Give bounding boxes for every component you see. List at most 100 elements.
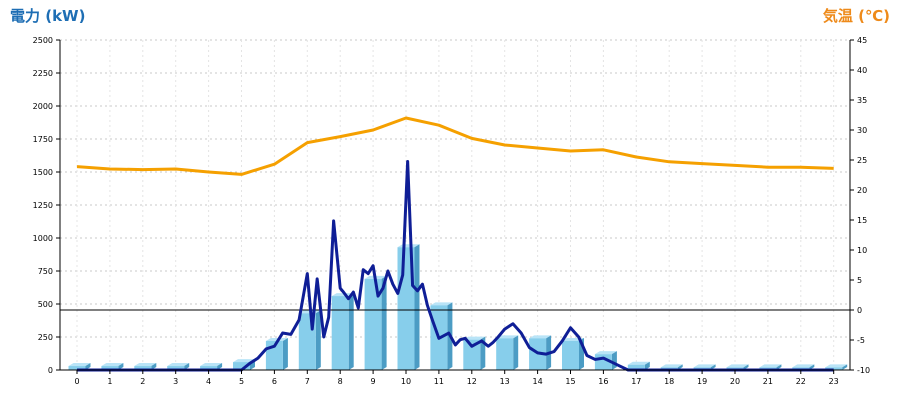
right-tick-label: 0 bbox=[857, 306, 862, 315]
power-bar-side bbox=[644, 361, 650, 370]
left-tick-label: 500 bbox=[38, 300, 53, 309]
power-bar bbox=[331, 293, 354, 370]
power-bar bbox=[364, 275, 387, 370]
power-bar-top bbox=[167, 363, 190, 367]
left-tick-label: 0 bbox=[48, 366, 53, 375]
power-bar bbox=[496, 335, 519, 370]
power-bar-top bbox=[233, 359, 255, 363]
power-bar-top bbox=[594, 351, 617, 355]
power-bar bbox=[68, 363, 91, 370]
left-axis-title: 電力 (kW) bbox=[10, 7, 85, 25]
power-bar-top bbox=[759, 364, 782, 368]
x-tick-label: 5 bbox=[239, 377, 244, 386]
x-tick-label: 7 bbox=[305, 377, 310, 386]
x-tick-label: 15 bbox=[565, 377, 575, 386]
grid-lines bbox=[60, 39, 850, 370]
power-bar-side bbox=[217, 363, 223, 370]
left-tick-label: 750 bbox=[38, 267, 53, 276]
axes: 02505007501000125015001750200022502500-1… bbox=[33, 36, 870, 386]
power-bar-top bbox=[792, 364, 815, 368]
power-bar-top bbox=[463, 336, 486, 340]
power-bar-top bbox=[660, 364, 683, 368]
power-bar-top bbox=[134, 363, 157, 367]
power-bar-side bbox=[85, 363, 91, 370]
power-bar-side bbox=[282, 337, 288, 370]
right-tick-label: -5 bbox=[857, 336, 865, 345]
x-tick-label: 12 bbox=[467, 377, 477, 386]
power-bar-top bbox=[627, 361, 650, 365]
left-tick-label: 2000 bbox=[33, 102, 53, 111]
power-bar-side bbox=[184, 363, 190, 370]
power-bar-top bbox=[200, 363, 223, 367]
power-bar-front bbox=[167, 366, 185, 370]
power-bar-side bbox=[611, 351, 617, 370]
x-tick-label: 4 bbox=[206, 377, 211, 386]
left-tick-label: 1500 bbox=[33, 168, 53, 177]
right-tick-label: 45 bbox=[857, 36, 867, 45]
power-bar-side bbox=[480, 336, 486, 370]
power-bar-side bbox=[381, 275, 387, 370]
power-bar-top bbox=[825, 364, 848, 368]
right-tick-label: 15 bbox=[857, 216, 867, 225]
power-bar-top bbox=[693, 364, 716, 368]
x-tick-label: 22 bbox=[796, 377, 806, 386]
power-line bbox=[77, 159, 834, 372]
x-tick-label: 9 bbox=[371, 377, 376, 386]
x-tick-label: 11 bbox=[434, 377, 444, 386]
power-bar bbox=[167, 363, 190, 370]
power-bar-front bbox=[331, 296, 349, 370]
power-bar-top bbox=[68, 363, 91, 367]
power-bar-front bbox=[233, 362, 250, 370]
power-bar-front bbox=[496, 338, 514, 370]
x-tick-label: 17 bbox=[631, 377, 641, 386]
right-tick-label: 5 bbox=[857, 276, 862, 285]
left-tick-label: 1000 bbox=[33, 234, 53, 243]
power-bar-front bbox=[200, 366, 218, 370]
series-lines bbox=[76, 116, 834, 372]
power-bars bbox=[68, 244, 848, 370]
power-bar bbox=[463, 336, 486, 370]
x-tick-label: 14 bbox=[533, 377, 543, 386]
power-bar-front bbox=[101, 366, 119, 370]
x-tick-label: 8 bbox=[338, 377, 343, 386]
power-bar-front bbox=[627, 364, 645, 370]
power-bar-side bbox=[513, 335, 519, 370]
power-bar-top bbox=[331, 293, 354, 297]
right-tick-label: 20 bbox=[857, 186, 867, 195]
power-bar-front bbox=[134, 366, 152, 370]
x-tick-label: 19 bbox=[697, 377, 707, 386]
power-bar-top bbox=[529, 335, 552, 339]
x-tick-label: 13 bbox=[500, 377, 510, 386]
x-tick-label: 16 bbox=[598, 377, 608, 386]
power-bar-top bbox=[430, 302, 453, 306]
right-tick-label: 35 bbox=[857, 96, 867, 105]
x-tick-label: 1 bbox=[107, 377, 112, 386]
left-tick-label: 2250 bbox=[33, 69, 53, 78]
right-tick-label: 25 bbox=[857, 156, 867, 165]
power-bar bbox=[200, 363, 223, 370]
x-tick-label: 21 bbox=[763, 377, 773, 386]
power-bar-top bbox=[496, 335, 519, 339]
x-tick-label: 23 bbox=[829, 377, 839, 386]
x-tick-label: 3 bbox=[173, 377, 178, 386]
power-bar-side bbox=[151, 363, 157, 370]
right-tick-label: 40 bbox=[857, 66, 867, 75]
power-bar-side bbox=[414, 244, 420, 370]
power-bar bbox=[101, 363, 124, 370]
right-tick-label: 10 bbox=[857, 246, 867, 255]
x-tick-label: 20 bbox=[730, 377, 740, 386]
right-axis-title: 気温 (℃) bbox=[823, 7, 890, 25]
power-bar-front bbox=[364, 278, 382, 370]
left-tick-label: 2500 bbox=[33, 36, 53, 45]
x-tick-label: 18 bbox=[664, 377, 674, 386]
x-tick-label: 2 bbox=[140, 377, 145, 386]
power-bar bbox=[298, 310, 321, 370]
power-bar-side bbox=[118, 363, 124, 370]
right-tick-label: 30 bbox=[857, 126, 867, 135]
power-bar-top bbox=[726, 364, 749, 368]
x-tick-label: 6 bbox=[272, 377, 277, 386]
power-bar-front bbox=[68, 366, 86, 370]
power-bar-front bbox=[463, 339, 481, 370]
left-tick-label: 1750 bbox=[33, 135, 53, 144]
